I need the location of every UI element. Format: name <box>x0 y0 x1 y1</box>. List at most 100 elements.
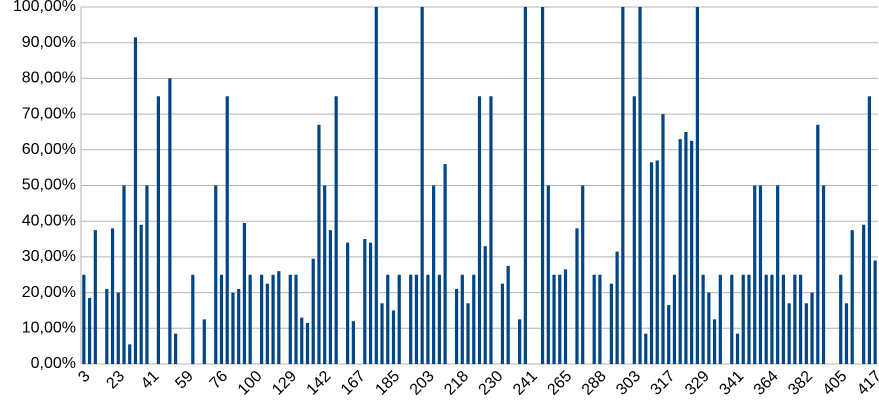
y-tick-label: 50,00% <box>22 177 76 194</box>
bar <box>867 96 871 364</box>
bar <box>546 185 550 364</box>
bar <box>323 185 327 364</box>
bar <box>214 185 218 364</box>
bar <box>770 274 774 364</box>
bar <box>110 228 115 364</box>
x-tick-label: 230 <box>476 368 507 399</box>
bar <box>678 139 682 364</box>
bar <box>271 274 275 364</box>
bar <box>523 7 527 364</box>
bar <box>277 271 281 364</box>
bar <box>437 274 441 364</box>
y-tick-label: 90,00% <box>22 34 76 51</box>
bar <box>305 322 310 364</box>
bar <box>609 283 613 364</box>
bar <box>368 242 373 364</box>
bar <box>414 274 419 364</box>
bar <box>684 131 688 364</box>
bar <box>82 274 86 364</box>
bar <box>483 246 487 364</box>
x-tick-label: 241 <box>510 368 541 399</box>
bar <box>466 303 470 364</box>
bar <box>655 160 659 364</box>
x-tick-label: 218 <box>441 368 472 399</box>
bar <box>328 230 333 364</box>
y-tick-label: 0,00% <box>31 355 76 372</box>
bar <box>862 224 866 364</box>
bar <box>219 274 224 364</box>
bar <box>363 239 367 364</box>
bar <box>248 274 252 364</box>
bar <box>105 289 109 364</box>
bar <box>701 274 705 364</box>
bar <box>265 283 269 364</box>
bar <box>506 265 510 364</box>
bar <box>346 242 350 364</box>
bar <box>454 289 459 364</box>
bar <box>821 185 826 364</box>
bar <box>145 185 149 364</box>
x-tick-label: 405 <box>820 368 851 399</box>
bar <box>231 292 235 364</box>
y-tick-label: 80,00% <box>22 70 76 87</box>
bar <box>139 224 143 364</box>
x-tick-label: 129 <box>269 368 300 399</box>
y-tick-label: 60,00% <box>22 141 76 158</box>
bar <box>432 185 436 364</box>
bar <box>753 185 757 364</box>
bar <box>649 162 654 364</box>
x-tick-label: 76 <box>207 368 232 393</box>
bar <box>420 7 424 364</box>
bar <box>540 7 545 364</box>
x-tick-label: 417 <box>854 368 879 399</box>
bar <box>735 333 740 364</box>
bar <box>374 7 378 364</box>
bar <box>518 319 522 364</box>
x-tick-label: 317 <box>648 368 679 399</box>
x-tick-label: 100 <box>235 368 266 399</box>
y-tick-label: 10,00% <box>22 320 76 337</box>
bar <box>787 303 791 364</box>
bar <box>317 124 321 364</box>
x-tick-label: 382 <box>785 368 816 399</box>
y-tick-label: 40,00% <box>22 212 76 229</box>
bar <box>225 96 229 364</box>
bar <box>300 317 304 364</box>
bar <box>552 274 556 364</box>
bar <box>661 114 665 364</box>
x-tick-label: 341 <box>716 368 747 399</box>
x-tick-label: 167 <box>338 368 369 399</box>
bar <box>667 305 671 364</box>
bar <box>558 274 562 364</box>
bar <box>288 274 292 364</box>
bar <box>747 274 751 364</box>
bar <box>128 344 132 364</box>
bar <box>242 222 247 364</box>
x-tick-label: 203 <box>407 368 438 399</box>
bar <box>764 274 768 364</box>
bar <box>380 303 384 364</box>
bar <box>116 292 120 364</box>
bar <box>174 333 178 364</box>
bar <box>598 274 602 364</box>
bar <box>500 283 505 364</box>
bar <box>793 274 797 364</box>
bar <box>781 274 785 364</box>
bar <box>88 297 92 364</box>
bar <box>816 124 820 364</box>
bar <box>563 269 568 364</box>
x-tick-label: 3 <box>75 368 93 386</box>
x-tick-label: 329 <box>682 368 713 399</box>
bar <box>477 96 482 364</box>
bar <box>741 274 745 364</box>
bar <box>294 274 298 364</box>
bar <box>672 274 677 364</box>
bar <box>644 333 648 364</box>
bar <box>426 274 430 364</box>
bar <box>122 185 126 364</box>
bar <box>730 274 734 364</box>
x-tick-label: 185 <box>372 368 403 399</box>
bar <box>93 230 97 364</box>
bar <box>592 274 596 364</box>
